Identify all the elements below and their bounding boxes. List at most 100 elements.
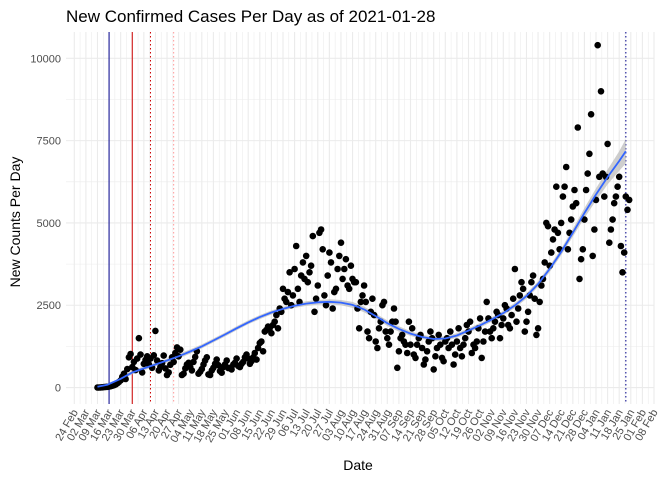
data-point <box>312 295 320 303</box>
data-point <box>374 344 381 352</box>
data-point <box>587 111 595 118</box>
data-point <box>519 285 527 293</box>
data-point <box>398 331 406 339</box>
data-point <box>591 226 598 233</box>
data-point <box>574 124 582 131</box>
data-point <box>562 163 570 171</box>
data-point <box>466 318 474 326</box>
data-point <box>127 350 134 358</box>
data-point <box>336 252 343 260</box>
data-point <box>521 328 529 335</box>
data-point <box>513 318 520 326</box>
data-point <box>394 364 401 372</box>
data-points <box>94 41 633 391</box>
data-point <box>534 325 542 332</box>
data-point <box>498 321 505 329</box>
data-point <box>165 369 172 376</box>
data-point <box>188 367 196 374</box>
data-point <box>337 239 345 246</box>
data-point <box>407 341 414 349</box>
grid <box>66 32 655 404</box>
data-point <box>274 325 282 332</box>
data-point <box>548 249 555 256</box>
data-point <box>582 186 590 194</box>
data-point <box>296 298 303 306</box>
data-point <box>369 295 376 303</box>
data-point <box>606 239 613 246</box>
data-point <box>536 298 543 306</box>
data-point <box>435 331 443 339</box>
data-point <box>405 318 413 326</box>
data-point <box>160 352 167 359</box>
data-point <box>329 305 337 312</box>
data-point <box>601 193 608 200</box>
data-point <box>564 246 572 253</box>
data-point <box>334 265 341 273</box>
data-point <box>180 370 187 378</box>
data-point <box>518 278 525 286</box>
data-point <box>460 341 467 349</box>
data-point <box>418 344 426 352</box>
data-point <box>538 282 545 289</box>
event-lines <box>108 32 627 404</box>
data-point <box>597 88 605 95</box>
data-point <box>476 315 484 322</box>
data-point <box>306 269 313 276</box>
data-point <box>384 334 391 342</box>
data-point <box>614 183 621 190</box>
data-point <box>170 358 177 366</box>
data-point <box>253 356 260 363</box>
data-point <box>511 265 519 273</box>
data-point <box>508 311 515 319</box>
y-axis-ticks: 0 2500 5000 7500 10000 <box>30 53 61 394</box>
data-point <box>215 361 222 369</box>
data-point <box>387 328 394 335</box>
data-point <box>390 305 398 312</box>
data-point <box>339 275 346 283</box>
data-point <box>307 262 315 270</box>
data-point <box>191 353 199 361</box>
data-point <box>152 327 159 335</box>
data-point <box>617 242 625 250</box>
data-point <box>177 346 184 354</box>
data-point <box>427 328 434 335</box>
data-point <box>516 292 524 299</box>
data-point <box>430 366 438 373</box>
y-axis-title: New Counts Per Day <box>7 157 23 288</box>
data-point <box>251 349 259 357</box>
data-point <box>559 193 567 200</box>
data-point <box>268 329 275 337</box>
data-point <box>403 349 411 357</box>
data-point <box>615 173 623 181</box>
data-point <box>382 328 390 335</box>
data-point <box>223 357 230 364</box>
data-point <box>491 318 499 326</box>
data-point <box>322 301 330 309</box>
data-point <box>292 242 300 250</box>
data-point <box>514 305 522 312</box>
data-point <box>283 298 290 306</box>
data-point <box>412 354 419 362</box>
data-point <box>529 272 537 279</box>
smooth-line <box>97 150 627 388</box>
data-point <box>124 365 131 373</box>
data-point <box>440 357 447 365</box>
chart-title: New Confirmed Cases Per Day as of 2021-0… <box>66 7 435 26</box>
data-point <box>402 341 409 349</box>
data-point <box>345 285 353 293</box>
data-point <box>299 259 307 266</box>
data-point <box>544 222 552 230</box>
data-point <box>624 206 631 214</box>
data-point <box>360 282 368 289</box>
data-point <box>324 272 332 279</box>
data-point <box>135 334 143 342</box>
data-point <box>480 338 487 345</box>
data-point <box>524 308 532 316</box>
data-point <box>461 334 469 342</box>
data-point <box>271 318 279 326</box>
data-point <box>317 226 325 233</box>
data-point <box>304 278 312 286</box>
data-point <box>153 357 161 364</box>
data-point <box>488 334 496 342</box>
data-point <box>483 298 491 306</box>
